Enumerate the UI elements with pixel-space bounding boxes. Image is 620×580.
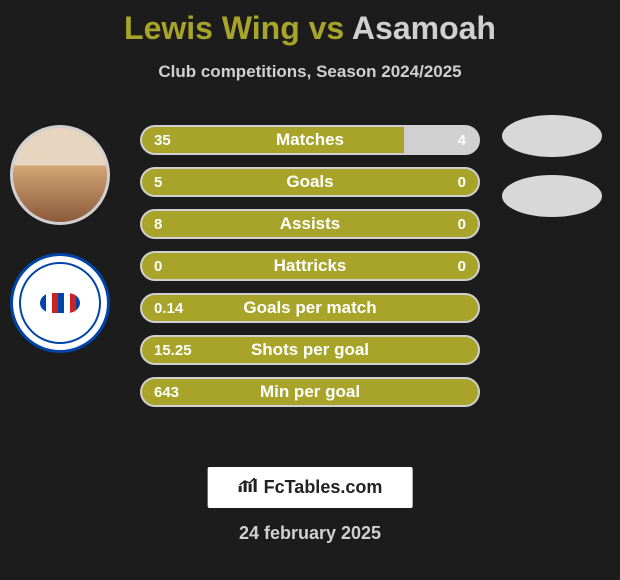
- player1-club-badge: [10, 253, 110, 353]
- right-avatars: [502, 115, 602, 217]
- stat-value-left: 5: [154, 174, 162, 191]
- stat-value-left: 0: [154, 258, 162, 275]
- comparison-title: Lewis Wing vs Asamoah: [0, 0, 620, 47]
- player2-avatar-placeholder: [502, 115, 602, 157]
- stat-row: 35 Matches 4: [140, 125, 480, 155]
- stat-value-left: 0.14: [154, 300, 183, 317]
- stat-value-left: 15.25: [154, 342, 192, 359]
- stat-label: Min per goal: [260, 382, 360, 402]
- vs-text: vs: [309, 10, 345, 46]
- stat-label: Assists: [280, 214, 340, 234]
- attribution-text: FcTables.com: [264, 477, 383, 498]
- stat-row: 0.14 Goals per match: [140, 293, 480, 323]
- stat-label: Goals per match: [243, 298, 376, 318]
- stat-value-right: 4: [458, 132, 466, 149]
- stat-label: Goals: [286, 172, 333, 192]
- attribution-badge: FcTables.com: [208, 467, 413, 508]
- date-text: 24 february 2025: [239, 523, 381, 544]
- stat-label: Shots per goal: [251, 340, 369, 360]
- stat-row: 5 Goals 0: [140, 167, 480, 197]
- stat-value-right: 0: [458, 258, 466, 275]
- bar-left-fill: [142, 127, 404, 153]
- stat-row: 8 Assists 0: [140, 209, 480, 239]
- left-avatars: [10, 125, 110, 353]
- player1-name: Lewis Wing: [124, 10, 300, 46]
- subtitle: Club competitions, Season 2024/2025: [0, 62, 620, 82]
- stat-label: Hattricks: [274, 256, 347, 276]
- chart-icon: [238, 477, 258, 498]
- stat-row: 15.25 Shots per goal: [140, 335, 480, 365]
- stat-row: 0 Hattricks 0: [140, 251, 480, 281]
- stat-value-right: 0: [458, 174, 466, 191]
- stat-value-left: 8: [154, 216, 162, 233]
- player1-avatar: [10, 125, 110, 225]
- stat-label: Matches: [276, 130, 344, 150]
- stat-rows: 35 Matches 4 5 Goals 0 8 Assists 0 0 Hattricks 0 0.1…: [140, 125, 480, 407]
- stat-value-left: 35: [154, 132, 171, 149]
- stat-value-right: 0: [458, 216, 466, 233]
- stat-value-left: 643: [154, 384, 179, 401]
- stat-row: 643 Min per goal: [140, 377, 480, 407]
- player2-name: Asamoah: [352, 10, 496, 46]
- player2-club-placeholder: [502, 175, 602, 217]
